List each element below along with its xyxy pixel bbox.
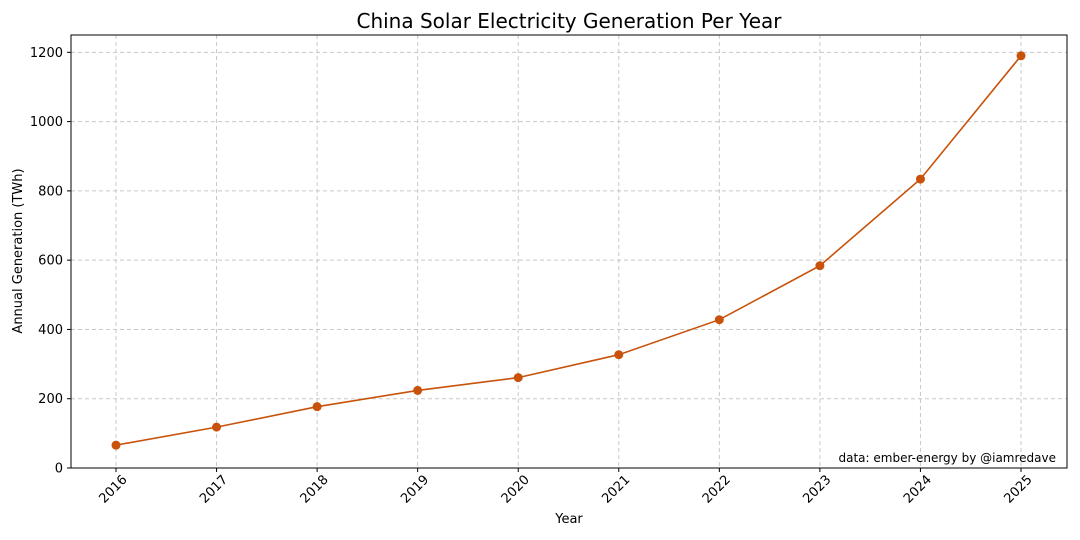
x-tick-label: 2019: [398, 473, 432, 507]
x-tick-label: 2020: [499, 473, 533, 507]
x-axis-ticks: 2016 2017 2018 2019 2020 2021 2022 2023 2024 2025: [97, 468, 1036, 507]
x-tick-label: 2025: [1002, 473, 1036, 507]
data-point: [513, 373, 523, 383]
y-tick-label: 1200: [30, 46, 63, 61]
data-point: [312, 402, 322, 412]
data-point: [614, 350, 624, 360]
x-tick-label: 2018: [298, 473, 332, 507]
x-axis-label: Year: [554, 512, 583, 527]
x-tick-label: 2016: [97, 473, 131, 507]
y-axis-ticks: 0 200 400 600 800 1000 1200: [30, 46, 71, 477]
y-tick-label: 0: [55, 462, 63, 477]
data-point: [714, 315, 724, 325]
grid: [71, 35, 1067, 469]
data-point: [111, 440, 121, 450]
y-tick-label: 800: [38, 184, 63, 199]
data-source-annotation: data: ember-energy by @iamredave: [839, 451, 1057, 465]
y-tick-label: 400: [38, 323, 63, 338]
plot-frame: [70, 34, 1068, 469]
data-point: [915, 174, 925, 184]
x-tick-label: 2023: [800, 473, 834, 507]
data-points: [111, 51, 1026, 450]
x-tick-label: 2022: [700, 473, 734, 507]
chart-title: China Solar Electricity Generation Per Y…: [356, 9, 782, 33]
x-tick-label: 2024: [901, 473, 935, 507]
y-tick-label: 200: [38, 392, 63, 407]
x-tick-label: 2017: [197, 473, 231, 507]
data-point: [815, 261, 825, 271]
x-tick-label: 2021: [599, 473, 633, 507]
data-point: [413, 385, 423, 395]
y-axis-label: Annual Generation (TWh): [11, 168, 26, 333]
series-line: [115, 55, 1022, 446]
data-point: [1016, 51, 1026, 61]
y-tick-label: 600: [38, 254, 63, 269]
y-tick-label: 1000: [30, 115, 63, 130]
data-point: [212, 422, 222, 432]
